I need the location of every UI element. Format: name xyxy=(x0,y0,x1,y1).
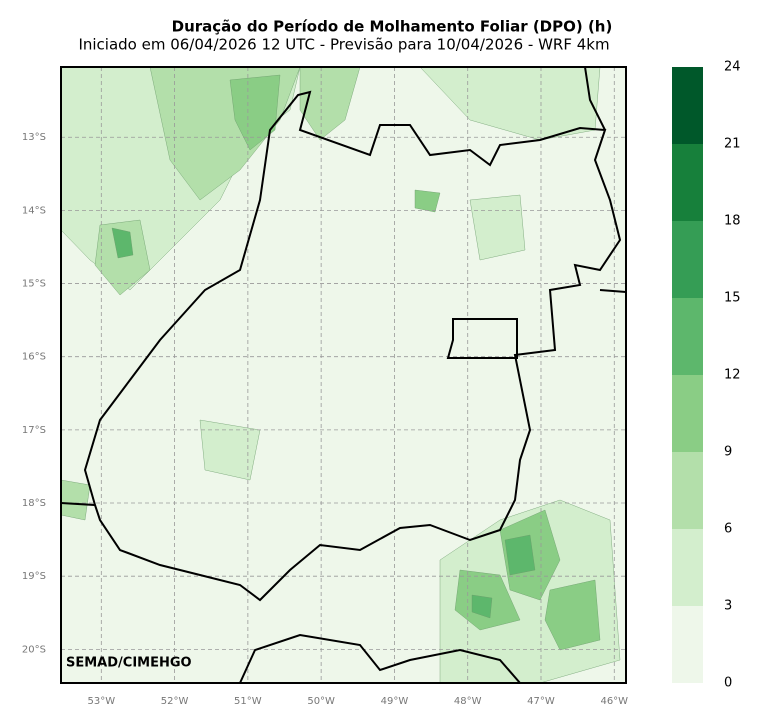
colorbar-segment xyxy=(672,606,703,683)
lon-tick-label: 47°W xyxy=(527,696,555,707)
graticule xyxy=(61,67,626,683)
lat-tick-label: 15°S xyxy=(22,279,46,290)
colorbar-segment xyxy=(672,529,703,606)
colorbar-tick-label: 12 xyxy=(724,368,741,383)
colorbar-tick-label: 6 xyxy=(724,522,732,537)
colorbar-tick-label: 24 xyxy=(724,60,741,75)
lat-tick-label: 13°S xyxy=(22,132,46,143)
map: SEMAD/CIMEHGO xyxy=(60,66,627,684)
lon-tick-label: 48°W xyxy=(454,696,482,707)
colorbar-segment xyxy=(672,67,703,144)
colorbar-tick-label: 0 xyxy=(724,676,732,691)
colorbar-segment xyxy=(672,452,703,529)
colorbar-tick-label: 21 xyxy=(724,137,741,152)
map-frame xyxy=(60,66,627,684)
colorbar-segment xyxy=(672,298,703,375)
subtitle: Iniciado em 06/04/2026 12 UTC - Previsão… xyxy=(78,36,609,54)
colorbar-tick-label: 15 xyxy=(724,291,741,306)
lat-tick-label: 17°S xyxy=(22,425,46,436)
colorbar-segment xyxy=(672,221,703,298)
colorbar-tick-label: 9 xyxy=(724,445,732,460)
title: Duração do Período de Molhamento Foliar … xyxy=(172,18,613,36)
lat-tick-label: 20°S xyxy=(22,644,46,655)
lon-tick-label: 51°W xyxy=(234,696,262,707)
field-blobs xyxy=(60,66,621,684)
lon-tick-label: 46°W xyxy=(600,696,628,707)
lat-tick-label: 16°S xyxy=(22,352,46,363)
lat-tick-label: 14°S xyxy=(22,205,46,216)
lat-tick-label: 18°S xyxy=(22,498,46,509)
borders xyxy=(60,66,627,684)
colorbar: 0 3 6 9 12 15 18 21 24 xyxy=(672,60,741,691)
lat-tick-label: 19°S xyxy=(22,571,46,582)
credit: SEMAD/CIMEHGO xyxy=(66,656,192,671)
colorbar-segment xyxy=(672,144,703,221)
lon-tick-label: 53°W xyxy=(87,696,115,707)
colorbar-tick-label: 18 xyxy=(724,214,741,229)
lon-tick-label: 50°W xyxy=(307,696,335,707)
lon-tick-label: 52°W xyxy=(161,696,189,707)
colorbar-segment xyxy=(672,375,703,452)
lon-tick-label: 49°W xyxy=(381,696,409,707)
colorbar-tick-label: 3 xyxy=(724,599,732,614)
